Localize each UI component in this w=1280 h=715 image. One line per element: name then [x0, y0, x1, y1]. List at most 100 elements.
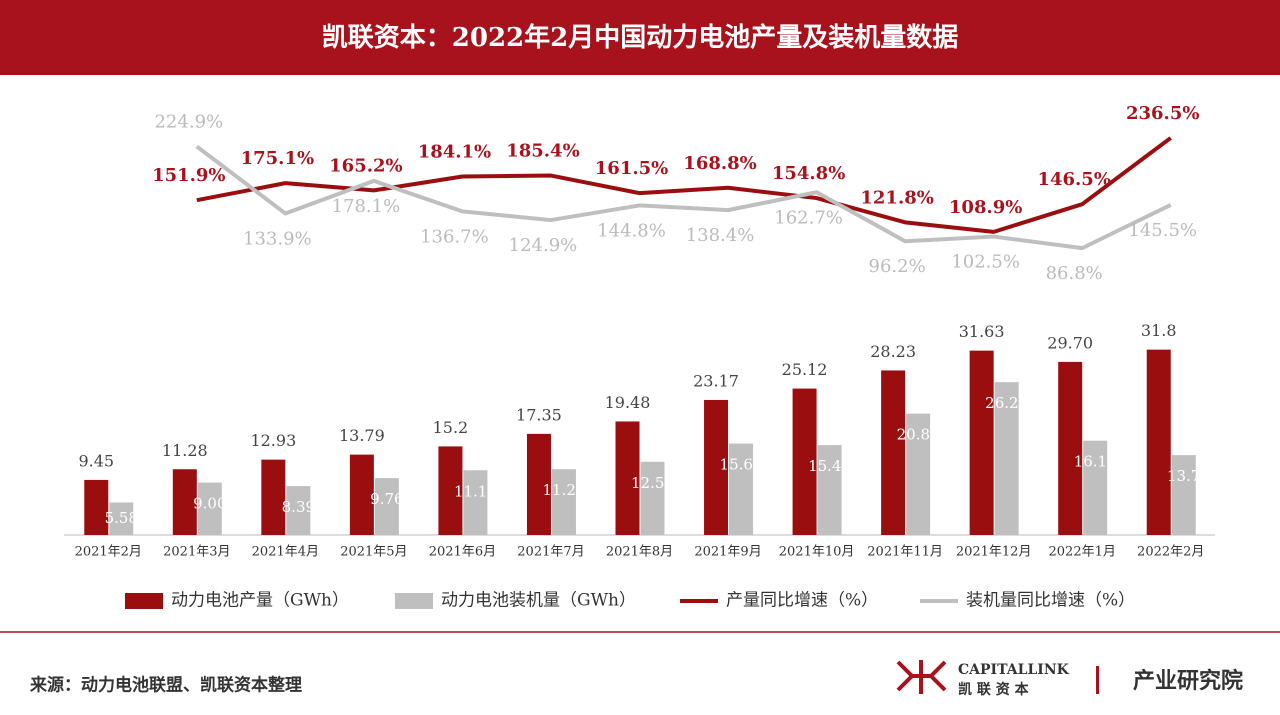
bar [374, 478, 399, 535]
bar-value-label: 26.22 [985, 394, 1028, 412]
bar-value-label: 12.56 [631, 474, 674, 492]
bar-value-label: 23.17 [693, 371, 739, 390]
line-value-label: 175.1% [241, 148, 314, 169]
x-tick-label: 2021年6月 [429, 545, 496, 560]
x-tick-label: 2021年4月 [252, 545, 319, 560]
bar-value-label: 29.70 [1047, 333, 1093, 352]
x-tick-label: 2021年2月 [75, 545, 142, 560]
line-value-label: 168.8% [683, 153, 756, 174]
bar-value-label: 9.76 [370, 490, 403, 508]
bar [615, 421, 640, 535]
bar [438, 446, 463, 535]
title-bar [0, 0, 1280, 75]
x-tick-label: 2021年12月 [956, 545, 1032, 560]
bar [349, 454, 374, 535]
bar-value-label: 28.23 [870, 342, 916, 361]
line-value-label: 162.7% [774, 207, 843, 228]
bar [286, 486, 311, 535]
line [195, 144, 1172, 251]
line-value-label: 185.4% [506, 141, 579, 162]
line-value-label: 154.8% [772, 163, 845, 184]
line-value-label: 133.9% [243, 228, 312, 249]
bar-value-label: 5.58 [105, 509, 138, 527]
bar-value-label: 8.39 [282, 498, 315, 516]
line-value-label: 161.5% [595, 158, 668, 179]
bar [261, 459, 286, 535]
bar [881, 370, 906, 535]
bar [551, 469, 576, 535]
legend-label: 动力电池产量（GWh） [171, 591, 349, 611]
line-value-label: 124.9% [509, 235, 578, 256]
legend-swatch [395, 593, 433, 609]
line-value-label: 165.2% [329, 155, 402, 176]
legend-label: 装机量同比增速（%） [966, 591, 1135, 611]
x-tick-label: 2021年3月 [163, 545, 230, 560]
bar [197, 482, 222, 535]
bar-value-label: 9.45 [78, 451, 114, 470]
logo-cn: 凯 联 资 本 [958, 681, 1030, 698]
logo-dept: 产业研究院 [1133, 668, 1243, 694]
bar [729, 443, 754, 535]
bar [463, 470, 488, 535]
bar-value-label: 11.29 [542, 481, 585, 499]
line-value-label: 236.5% [1126, 103, 1199, 124]
line-value-label: 86.8% [1046, 263, 1103, 284]
bar-value-label: 20.82 [897, 426, 940, 444]
x-tick-label: 2021年8月 [606, 545, 673, 560]
line-value-label: 224.9% [154, 111, 223, 132]
x-tick-label: 2022年2月 [1137, 545, 1204, 560]
bar [1058, 361, 1083, 535]
line [196, 136, 1172, 234]
bar [526, 433, 551, 535]
bar-value-label: 13.7 [1167, 467, 1200, 485]
line-value-label: 184.1% [418, 142, 491, 163]
bar [109, 502, 134, 535]
bar [640, 461, 665, 535]
line-value-label: 145.5% [1128, 220, 1197, 241]
logo-en: CAPITALLINK [958, 662, 1070, 678]
bar-value-label: 25.12 [782, 360, 828, 379]
bar [1171, 455, 1196, 535]
bar-value-label: 16.18 [1074, 453, 1117, 471]
bar [817, 445, 842, 535]
bar [1146, 349, 1171, 535]
x-tick-label: 2021年9月 [694, 545, 761, 560]
x-tick-label: 2021年10月 [779, 545, 855, 560]
x-tick-label: 2021年7月 [517, 545, 584, 560]
x-tick-label: 2021年5月 [340, 545, 407, 560]
bar [906, 413, 931, 535]
line-value-label: 144.8% [597, 220, 666, 241]
source: 来源：动力电池联盟、凯联资本整理 [29, 675, 302, 696]
bar-value-label: 9.00 [193, 495, 226, 513]
bar-value-label: 11.10 [454, 482, 497, 500]
bar-value-label: 17.35 [516, 405, 562, 424]
bar [172, 469, 197, 535]
line-value-label: 108.9% [949, 197, 1022, 218]
bar-value-label: 15.69 [720, 456, 763, 474]
bar-value-label: 11.28 [162, 441, 208, 460]
bar-value-label: 31.8 [1141, 321, 1177, 340]
x-tick-label: 2022年1月 [1049, 545, 1116, 560]
line-value-label: 96.2% [869, 256, 926, 277]
legend-label: 产量同比增速（%） [726, 591, 878, 611]
bar-value-label: 15.2 [433, 418, 469, 437]
line-value-label: 146.5% [1037, 169, 1110, 190]
line-value-label: 102.5% [951, 252, 1020, 273]
bar [1083, 440, 1108, 535]
legend-label: 动力电池装机量（GWh） [441, 591, 636, 611]
bar [704, 399, 729, 535]
bar [84, 479, 109, 535]
logo-divider [1096, 666, 1099, 694]
line-value-label: 136.7% [420, 226, 489, 247]
bar [792, 388, 817, 535]
x-tick-label: 2021年11月 [867, 545, 943, 560]
bar [969, 350, 994, 535]
legend-swatch [125, 593, 163, 609]
chart-title: 凯联资本：2022年2月中国动力电池产量及装机量数据 [322, 22, 958, 53]
bar-value-label: 13.79 [339, 426, 385, 445]
bar [994, 382, 1019, 535]
bar-value-label: 15.42 [808, 457, 851, 475]
line-value-label: 151.9% [152, 165, 225, 186]
line-value-label: 178.1% [332, 196, 401, 217]
